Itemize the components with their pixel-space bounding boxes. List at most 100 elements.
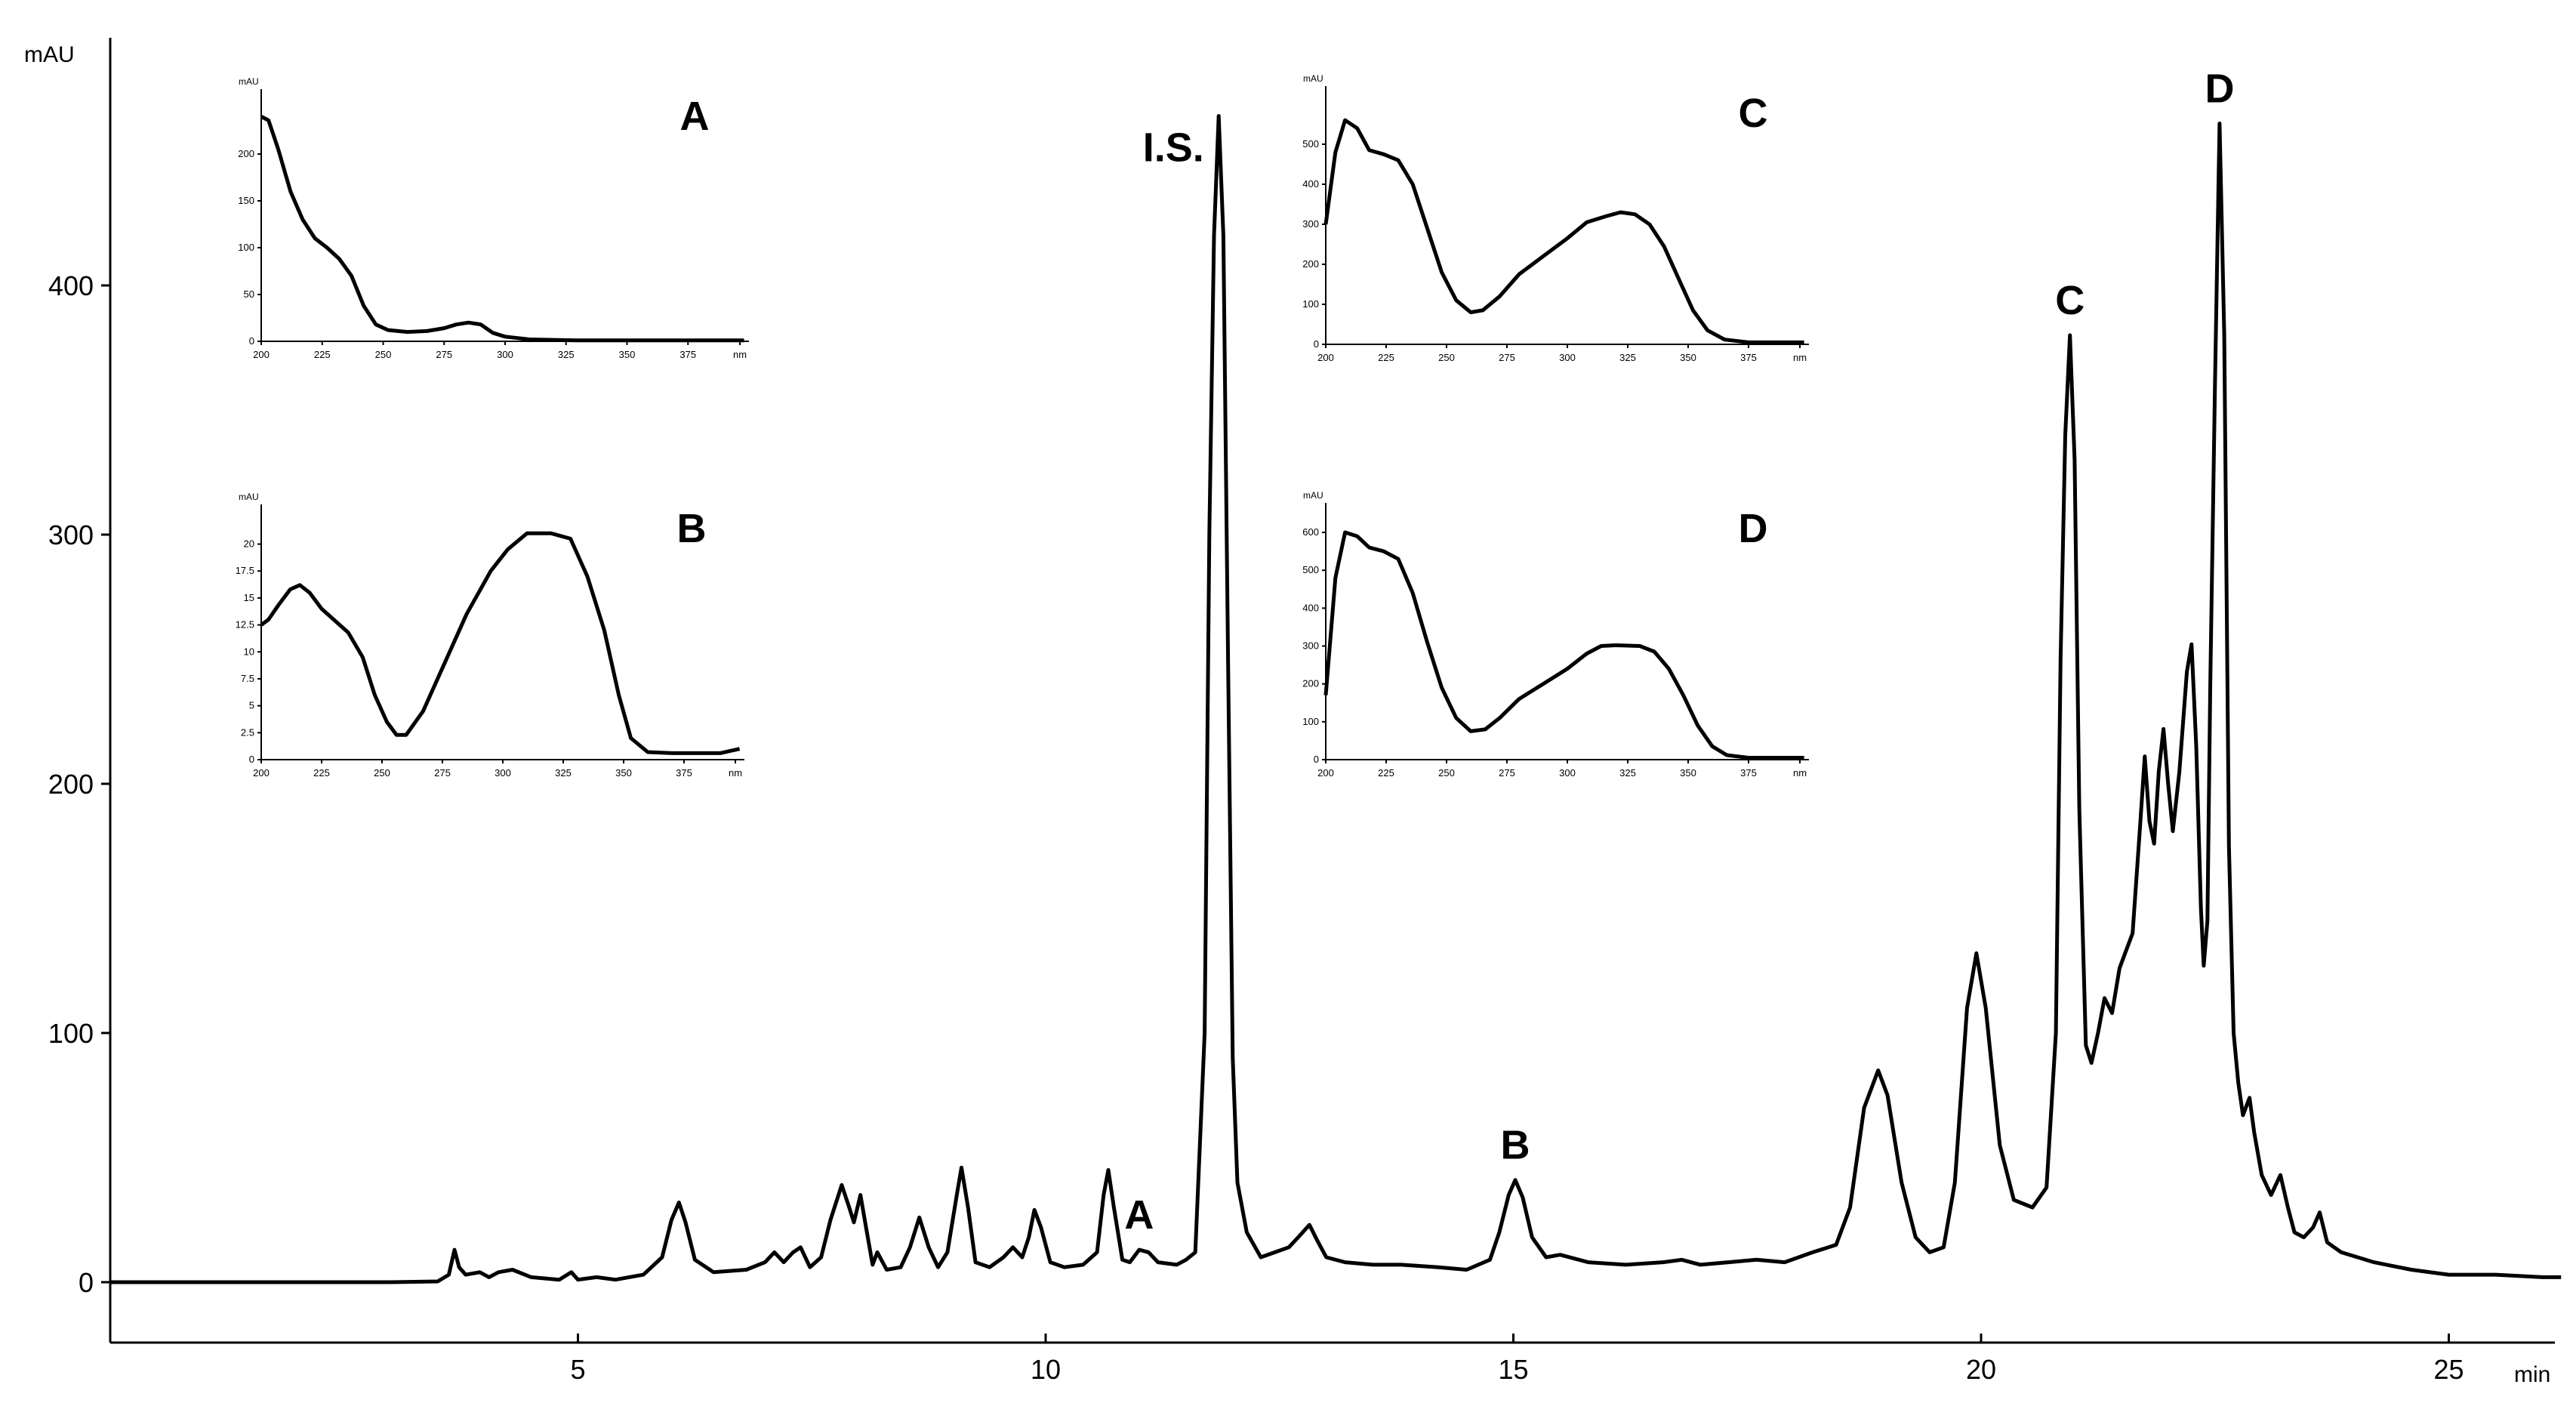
inset-x-tick-label: 300 [1559, 767, 1576, 779]
x-axis-label: min [2514, 1362, 2550, 1387]
inset-x-tick-label: 225 [313, 767, 330, 779]
inset-spectrum-d: mAU 0 100 200 300 400 500 600 200 225 250 275 300 325… [1302, 490, 1809, 779]
inset-spectrum-trace [1323, 118, 1804, 344]
inset-y-unit: mAU [1303, 490, 1323, 501]
inset-axes [1325, 86, 1809, 345]
inset-x-tick-label: 275 [436, 349, 452, 360]
inset-x-tick-label: 225 [314, 349, 331, 360]
x-tick-label: 25 [2433, 1354, 2464, 1385]
inset-y-unit: mAU [239, 492, 259, 502]
inset-spectrum-a: mAU 0 50 100 150 200 200 225 250 275 300 325 350 375 n… [238, 76, 749, 360]
inset-letter-c: C [1739, 91, 1768, 136]
inset-axes [1325, 503, 1809, 760]
x-tick-label: 20 [1966, 1354, 1996, 1385]
inset-x-tick-label: nm [1793, 352, 1807, 363]
inset-x-tick-label: 250 [374, 767, 390, 779]
peak-label-is: I.S. [1143, 125, 1204, 171]
x-tick-label: 5 [570, 1354, 585, 1385]
y-tick-label: 100 [48, 1018, 94, 1049]
inset-x-tick-label: 325 [1619, 352, 1636, 363]
inset-y-unit: mAU [239, 76, 259, 87]
x-ticks: 5 10 15 20 25 [570, 1334, 2464, 1385]
inset-x-tick-label: 375 [679, 349, 696, 360]
inset-x-tick-label: 250 [1438, 352, 1455, 363]
inset-x-tick-label: 200 [253, 767, 270, 779]
inset-x-tick-label: nm [729, 767, 742, 779]
inset-y-tick-label: 500 [1302, 564, 1319, 575]
inset-y-tick-label: 300 [1302, 640, 1319, 652]
inset-x-tick-label: 350 [615, 767, 632, 779]
inset-y-tick-label: 500 [1302, 138, 1319, 150]
inset-x-tick-label: 325 [555, 767, 572, 779]
inset-letter-a: A [680, 94, 710, 139]
inset-y-tick-label: 400 [1302, 178, 1319, 190]
inset-x-tick-label: 300 [497, 349, 513, 360]
peak-label-a: A [1124, 1192, 1154, 1238]
inset-y-tick-label: 17.5 [236, 565, 254, 576]
inset-y-tick-label: 10 [244, 646, 254, 657]
inset-y-tick-label: 100 [238, 242, 254, 253]
inset-y-tick-label: 400 [1302, 602, 1319, 613]
x-tick-label: 10 [1031, 1354, 1061, 1385]
chromatogram-trace [110, 114, 2562, 1284]
inset-y-tick-label: 2.5 [241, 726, 254, 738]
chromatogram-trace-group [110, 114, 2562, 1284]
inset-x-tick-label: 350 [1680, 352, 1696, 363]
inset-x-tick-label: nm [733, 349, 747, 360]
inset-x-tick-label: 225 [1378, 352, 1394, 363]
inset-x-tick-label: nm [1793, 767, 1807, 779]
y-ticks: 0 100 200 300 400 [48, 270, 110, 1298]
inset-x-tick-label: 200 [253, 349, 270, 360]
inset-x-tick-label: 325 [558, 349, 575, 360]
peak-label-c: C [2055, 278, 2085, 323]
inset-x-tick-label: 350 [1680, 767, 1696, 779]
inset-x-tick-label: 325 [1619, 767, 1636, 779]
inset-x-tick-label: 250 [375, 349, 392, 360]
y-tick-label: 300 [48, 520, 94, 550]
inset-axes [260, 89, 749, 342]
inset-x-tick-label: 375 [676, 767, 692, 779]
inset-x-tick-label: 375 [1740, 767, 1757, 779]
inset-x-tick-label: 225 [1378, 767, 1394, 779]
inset-spectrum-trace [260, 115, 744, 343]
inset-y-tick-label: 150 [238, 195, 254, 206]
inset-y-tick-label: 15 [244, 592, 254, 603]
x-tick-label: 15 [1498, 1354, 1528, 1385]
inset-y-tick-label: 200 [1302, 678, 1319, 689]
inset-y-tick-label: 50 [244, 288, 254, 300]
peak-label-b: B [1500, 1123, 1530, 1168]
inset-y-tick-label: 200 [238, 148, 254, 159]
peak-label-d: D [2205, 66, 2234, 112]
inset-y-tick-label: 0 [249, 754, 254, 765]
inset-spectrum-c: mAU 0 100 200 300 400 500 200 225 250 275 300 325 350… [1302, 73, 1809, 363]
inset-spectrum-trace [260, 531, 741, 755]
inset-x-tick-label: 275 [1499, 767, 1515, 779]
inset-x-tick-label: 300 [495, 767, 511, 779]
inset-x-tick-label: 250 [1438, 767, 1455, 779]
inset-y-tick-label: 100 [1302, 298, 1319, 310]
inset-x-tick-label: 200 [1317, 352, 1334, 363]
inset-x-tick-label: 200 [1317, 767, 1334, 779]
inset-x-tick-label: 350 [619, 349, 636, 360]
inset-spectrum-trace [1323, 530, 1804, 760]
inset-y-tick-label: 12.5 [236, 619, 254, 631]
y-tick-label: 0 [79, 1267, 94, 1298]
inset-y-tick-label: 300 [1302, 218, 1319, 230]
y-tick-label: 200 [48, 769, 94, 800]
inset-letter-b: B [677, 506, 707, 551]
inset-y-tick-label: 0 [1314, 338, 1319, 350]
inset-y-tick-label: 20 [244, 538, 254, 550]
inset-x-tick-label: 275 [1499, 352, 1515, 363]
inset-y-tick-label: 0 [1314, 754, 1319, 765]
inset-y-tick-label: 7.5 [241, 673, 254, 684]
y-axis-label: mAU [24, 42, 75, 67]
inset-y-tick-label: 0 [249, 335, 254, 347]
inset-x-tick-label: 375 [1740, 352, 1757, 363]
inset-y-unit: mAU [1303, 73, 1323, 84]
inset-y-tick-label: 5 [249, 700, 254, 711]
inset-letter-d: D [1739, 506, 1768, 551]
inset-spectrum-b: mAU 0 2.5 5 7.5 10 12.5 15 17.5 20 200 225 250 275 300… [236, 492, 744, 779]
